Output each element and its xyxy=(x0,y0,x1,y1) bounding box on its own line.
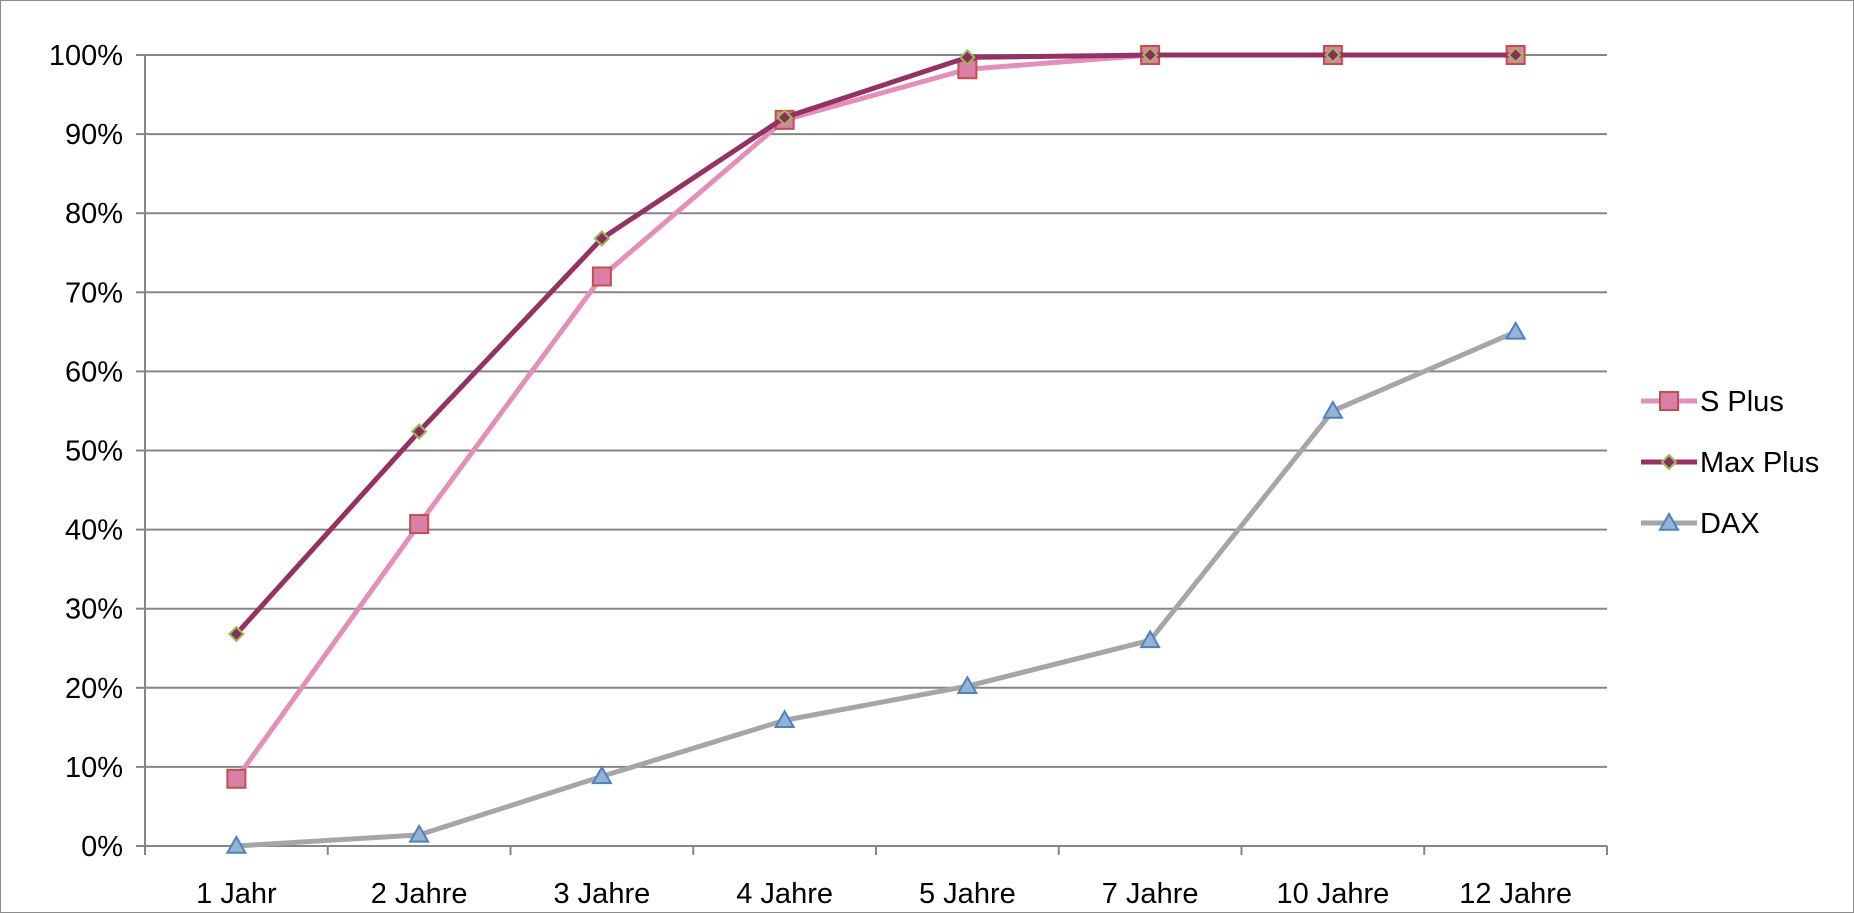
x-tick-label: 12 Jahre xyxy=(1459,878,1572,910)
y-tick-label: 100% xyxy=(49,40,123,72)
legend-item: S Plus xyxy=(1641,386,1784,418)
y-tick-label: 0% xyxy=(81,831,123,863)
axes xyxy=(144,55,1608,855)
y-tick-label: 30% xyxy=(65,594,123,626)
data-point-marker xyxy=(593,230,611,247)
data-point-marker xyxy=(958,48,976,66)
y-tick-label: 80% xyxy=(65,198,123,230)
data-point-marker xyxy=(1324,46,1342,64)
data-point-marker xyxy=(1507,46,1525,64)
series-max-plus xyxy=(227,46,1525,643)
x-tick-label: 1 Jahr xyxy=(196,878,277,910)
data-point-marker xyxy=(591,266,612,287)
y-tick-label: 70% xyxy=(65,277,123,309)
y-tick-label: 10% xyxy=(65,752,123,784)
legend-item: DAX xyxy=(1641,508,1760,540)
y-tick-label: 60% xyxy=(65,356,123,388)
y-tick-label: 90% xyxy=(65,119,123,151)
y-tick-labels: 0% 10% 20% 30% 40% 50% 60% 70% 80% 90% 100% xyxy=(49,40,123,863)
x-tick-label: 5 Jahre xyxy=(919,878,1016,910)
data-point-marker xyxy=(1141,46,1159,64)
data-point-marker xyxy=(956,675,979,694)
legend-marker xyxy=(1658,511,1680,531)
y-tick-label: 20% xyxy=(65,673,123,705)
data-point-marker xyxy=(408,823,430,843)
x-tick-labels: 1 Jahr 2 Jahre 3 Jahre 4 Jahre 5 Jahre 7 Jahr… xyxy=(196,878,1572,910)
gridlines xyxy=(136,54,1607,847)
y-tick-label: 50% xyxy=(65,436,123,468)
x-tick-label: 3 Jahre xyxy=(554,878,651,910)
data-point-marker xyxy=(226,768,247,789)
series-line xyxy=(236,329,1517,849)
data-point-marker xyxy=(591,765,613,785)
data-point-marker xyxy=(1139,629,1161,649)
series-line xyxy=(234,52,1516,636)
x-tick-label: 2 Jahre xyxy=(371,878,468,910)
legend-label: Max Plus xyxy=(1700,447,1819,479)
x-tick-label: 7 Jahre xyxy=(1102,878,1199,910)
y-tick-label: 40% xyxy=(65,515,123,547)
data-point-marker xyxy=(409,514,430,535)
legend-label: S Plus xyxy=(1700,386,1784,418)
legend-marker xyxy=(1660,453,1678,471)
series-dax xyxy=(225,320,1527,854)
data-point-marker xyxy=(1322,399,1344,419)
legend: S Plus Max Plus DAX xyxy=(1641,386,1819,540)
legend-label: DAX xyxy=(1700,508,1760,540)
data-point-marker xyxy=(776,109,794,126)
legend-marker xyxy=(1659,391,1679,411)
data-point-marker xyxy=(227,625,245,643)
legend-item: Max Plus xyxy=(1641,447,1819,479)
data-point-marker xyxy=(1504,320,1527,340)
series-lines xyxy=(225,45,1527,854)
data-point-marker xyxy=(225,834,248,854)
x-tick-label: 4 Jahre xyxy=(736,878,833,910)
x-tick-label: 10 Jahre xyxy=(1276,878,1389,910)
data-point-marker xyxy=(410,423,428,440)
data-point-marker xyxy=(773,709,796,728)
